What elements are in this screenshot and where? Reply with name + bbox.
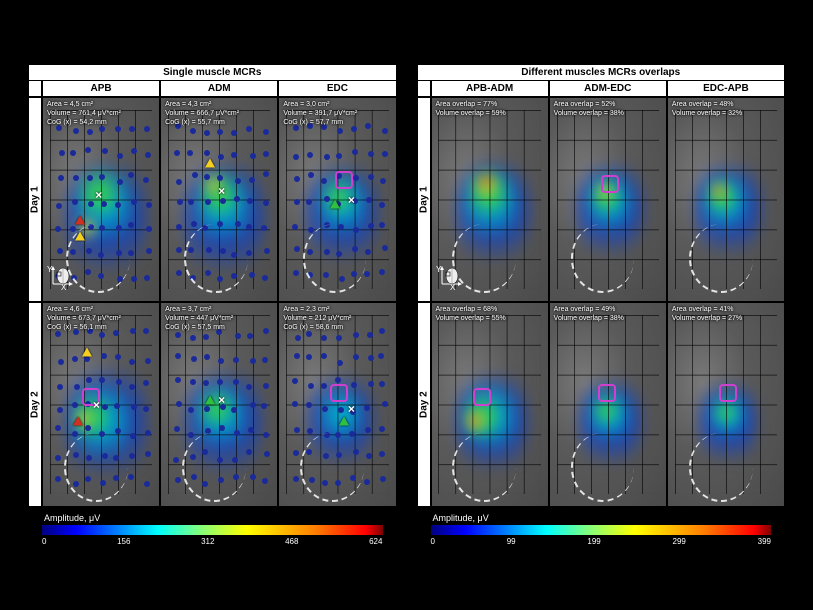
tick: 156 xyxy=(117,537,130,546)
panel-admedc-day2: Area overlap = 49% Volume overlap = 38% xyxy=(549,302,667,507)
tick: 399 xyxy=(758,537,771,546)
right-row-2: Day 2 Area overlap = 68% Volume overlap … xyxy=(417,302,786,507)
info-vol-ov: Volume overlap = 55% xyxy=(436,315,506,324)
tick: 468 xyxy=(285,537,298,546)
cog-marker: × xyxy=(95,188,102,202)
col-head-apb-adm: APB-ADM xyxy=(431,80,549,97)
left-row-1: Day 1 × YX Are xyxy=(28,97,397,302)
info-vol-ov: Volume overlap = 27% xyxy=(672,315,742,324)
figure-area: Single muscle MCRs APB ADM EDC Day 1 × xyxy=(28,64,785,546)
tick: 299 xyxy=(673,537,686,546)
info-vol-ov: Volume overlap = 32% xyxy=(672,110,742,119)
triangle-red xyxy=(75,215,85,224)
info-cog: CoG (x) = 57,5 mm xyxy=(165,324,233,333)
right-body-rows: Day 1 YX Area overlap = 77% Volume xyxy=(417,97,786,507)
info-volume: Volume = 212 μV*cm² xyxy=(283,315,351,324)
right-colorbar: Amplitude, μV 0 99 199 299 399 xyxy=(417,513,786,546)
tick: 99 xyxy=(507,537,516,546)
right-row-1: Day 1 YX Area overlap = 77% Volume xyxy=(417,97,786,302)
day1-label-right: Day 1 xyxy=(417,97,431,302)
panel-adm-day1: × Area = 4,3 cm² Volume = 666,7 μV*cm² C… xyxy=(160,97,278,302)
col-head-apb: APB xyxy=(42,80,160,97)
panel-edcapb-day2: Area overlap = 41% Volume overlap = 27% xyxy=(667,302,785,507)
info-area-ov: Area overlap = 49% xyxy=(554,306,624,315)
panel-edc-day1: × Area = 3,0 cm² Volume = 391,7 μV*cm² C… xyxy=(278,97,396,302)
brain-inset: YX xyxy=(47,262,75,297)
info-volume: Volume = 391,7 μV*cm² xyxy=(283,110,357,119)
day2-label-left: Day 2 xyxy=(28,302,42,507)
tick: 0 xyxy=(431,537,435,546)
info-volume: Volume = 666,7 μV*cm² xyxy=(165,110,239,119)
panel-apbadm-day2: Area overlap = 68% Volume overlap = 55% xyxy=(431,302,549,507)
info-volume: Volume = 761,4 μV*cm² xyxy=(47,110,121,119)
left-group: Single muscle MCRs APB ADM EDC Day 1 × xyxy=(28,64,397,546)
day1-label-left: Day 1 xyxy=(28,97,42,302)
cb-ticks-right: 0 99 199 299 399 xyxy=(431,537,772,546)
panel-apb-day2: × Area = 4,6 cm² Volume = 673,7 μV*cm² C… xyxy=(42,302,160,507)
tick: 0 xyxy=(42,537,46,546)
col-head-adm-edc: ADM-EDC xyxy=(549,80,667,97)
info-cog: CoG (x) = 56,1 mm xyxy=(47,324,121,333)
right-group: Different muscles MCRs overlaps APB-ADM … xyxy=(417,64,786,546)
col-head-edc: EDC xyxy=(278,80,396,97)
info-vol-ov: Volume overlap = 38% xyxy=(554,315,624,324)
info-area: Area = 3,7 cm² xyxy=(165,306,233,315)
header-spacer xyxy=(28,80,42,97)
colorbar-gradient xyxy=(431,525,772,535)
cb-ticks-left: 0 156 312 468 624 xyxy=(42,537,383,546)
info-area-ov: Area overlap = 52% xyxy=(554,101,624,110)
tick: 199 xyxy=(587,537,600,546)
day2-label-right: Day 2 xyxy=(417,302,431,507)
info-area: Area = 4,6 cm² xyxy=(47,306,121,315)
left-body-rows: Day 1 × YX Are xyxy=(28,97,397,507)
header-spacer xyxy=(417,80,431,97)
info-cog: CoG (x) = 55,7 mm xyxy=(165,119,239,128)
panel-adm-day2: × Area = 3,7 cm² Volume = 447 μV*cm² CoG… xyxy=(160,302,278,507)
left-colorbar: Amplitude, μV 0 156 312 468 624 xyxy=(28,513,397,546)
info-area: Area = 2,3 cm² xyxy=(283,306,351,315)
info-area-ov: Area overlap = 68% xyxy=(436,306,506,315)
info-vol-ov: Volume overlap = 38% xyxy=(554,110,624,119)
info-area-ov: Area overlap = 41% xyxy=(672,306,742,315)
col-head-edc-apb: EDC-APB xyxy=(667,80,785,97)
info-vol-ov: Volume overlap = 59% xyxy=(436,110,506,119)
colorbar-gradient xyxy=(42,525,383,535)
hotspot-box xyxy=(335,171,353,189)
right-group-title: Different muscles MCRs overlaps xyxy=(417,64,786,80)
info-cog: CoG (x) = 57,7 mm xyxy=(283,119,357,128)
right-header-row: APB-ADM ADM-EDC EDC-APB xyxy=(417,80,786,97)
panel-edcapb-day1: Area overlap = 48% Volume overlap = 32% xyxy=(667,97,785,302)
info-area: Area = 3,0 cm² xyxy=(283,101,357,110)
left-header-row: APB ADM EDC xyxy=(28,80,397,97)
col-head-adm: ADM xyxy=(160,80,278,97)
triangle-yellow xyxy=(75,232,85,241)
cb-title-right: Amplitude, μV xyxy=(433,513,772,523)
panel-admedc-day1: Area overlap = 52% Volume overlap = 38% xyxy=(549,97,667,302)
panel-edc-day2: × Area = 2,3 cm² Volume = 212 μV*cm² CoG… xyxy=(278,302,396,507)
tick: 624 xyxy=(369,537,382,546)
info-area: Area = 4,3 cm² xyxy=(165,101,239,110)
panel-apb-day1: × YX Area = 4,5 cm² Volume = 761,4 μV*cm… xyxy=(42,97,160,302)
info-area: Area = 4,5 cm² xyxy=(47,101,121,110)
panel-info: Area = 4,5 cm² Volume = 761,4 μV*cm² CoG… xyxy=(47,101,121,127)
tick: 312 xyxy=(201,537,214,546)
info-cog: CoG (x) = 54,2 mm xyxy=(47,119,121,128)
info-cog: CoG (x) = 58,6 mm xyxy=(283,324,351,333)
left-group-title: Single muscle MCRs xyxy=(28,64,397,80)
panel-apbadm-day1: YX Area overlap = 77% Volume overlap = 5… xyxy=(431,97,549,302)
left-row-2: Day 2 × Area = 4,6 cm² Vo xyxy=(28,302,397,507)
info-area-ov: Area overlap = 48% xyxy=(672,101,742,110)
info-area-ov: Area overlap = 77% xyxy=(436,101,506,110)
info-volume: Volume = 447 μV*cm² xyxy=(165,315,233,324)
cb-title-left: Amplitude, μV xyxy=(44,513,383,523)
info-volume: Volume = 673,7 μV*cm² xyxy=(47,315,121,324)
